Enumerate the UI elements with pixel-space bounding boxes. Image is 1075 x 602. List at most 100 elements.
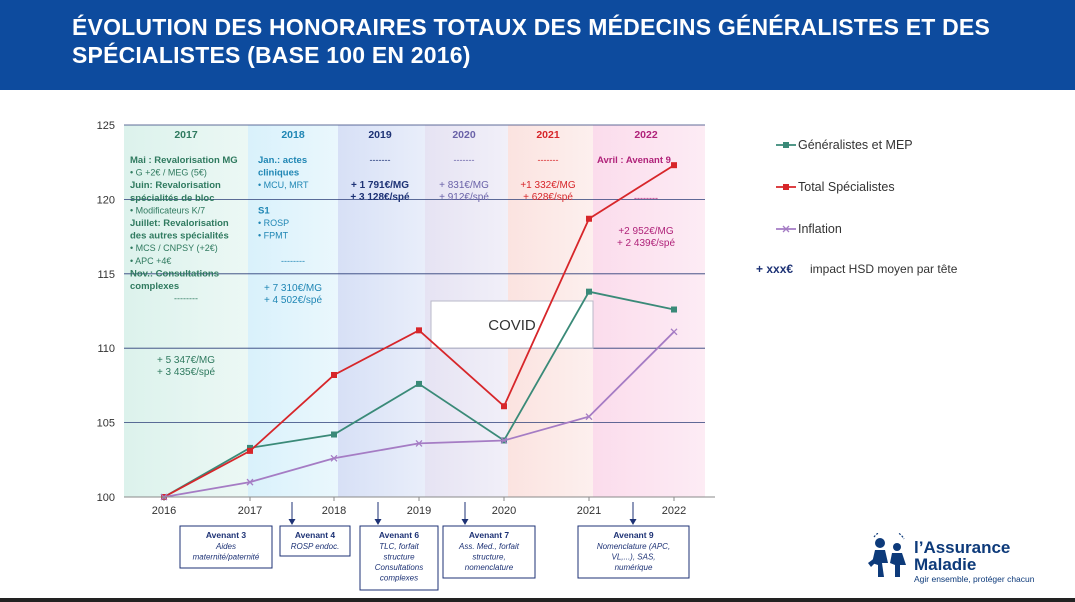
- data-point: [331, 431, 337, 438]
- phase-line: Avril : Avenant 9: [597, 155, 671, 166]
- legend-swatch-marker: [783, 184, 789, 190]
- logo-tagline: Agir ensemble, protéger chacun: [914, 574, 1035, 584]
- phase-line: spécialités de bloc: [130, 193, 214, 204]
- x-tick-label: 2019: [407, 505, 431, 517]
- avenant-line: ROSP endoc.: [291, 542, 340, 551]
- phase-2021: 2021 ------- +1 332€/MG+ 628€/spé: [520, 129, 576, 203]
- phase-line: • MCU, MRT: [258, 180, 309, 190]
- avenant-2-box: Avenant 4 ROSP endoc.: [279, 502, 351, 557]
- avenant-line: Ass. Med., forfait: [458, 542, 520, 551]
- phase-line: Juillet: Revalorisation: [130, 218, 229, 229]
- logo-name: l’Assurance Maladie: [914, 539, 1010, 573]
- data-point: [415, 439, 423, 447]
- phase-impact: + 831€/MG: [439, 180, 489, 191]
- avenant-title: Avenant 6: [379, 530, 420, 540]
- phase-line: -------: [454, 155, 475, 165]
- y-tick-label: 120: [97, 194, 115, 206]
- covid-box: COVID: [430, 300, 594, 349]
- legend: Généralistes et MEP Total Spécialistes Inf…: [756, 138, 958, 276]
- header-banner: ÉVOLUTION DES HONORAIRES TOTAUX DES MÉDE…: [0, 0, 1075, 90]
- phase-impact: + 3 435€/spé: [157, 367, 216, 378]
- data-point: [670, 328, 678, 336]
- phase-2017: 2017 Mai : Revalorisation MG • G +2€ / MEG…: [130, 129, 238, 378]
- data-point: [586, 215, 592, 222]
- phase-line: complexes: [130, 281, 179, 292]
- phase-year-title: 2019: [368, 129, 392, 141]
- avenant-title: Avenant 4: [295, 530, 336, 540]
- phase-line: • FPMT: [258, 231, 289, 241]
- data-point: [416, 380, 422, 387]
- phase-impact: + 7 310€/MG: [264, 283, 322, 294]
- y-tick-label: 100: [97, 492, 115, 504]
- data-point: [246, 478, 254, 486]
- y-tick-label: 115: [97, 269, 115, 281]
- phase-band-2019: [338, 125, 425, 497]
- x-tick-label: 2016: [152, 505, 176, 517]
- legend-note: + xxx€ impact HSD moyen par tête: [756, 262, 958, 276]
- phase-line: --------: [174, 294, 198, 304]
- data-point: [585, 413, 593, 421]
- legend-swatch-marker: [783, 142, 789, 148]
- page-title: ÉVOLUTION DES HONORAIRES TOTAUX DES MÉDE…: [72, 14, 990, 68]
- avenant-line: Nomenclature (APC,: [597, 542, 670, 551]
- y-tick-label: 110: [97, 343, 115, 355]
- legend-item-0: Généralistes et MEP: [776, 138, 913, 152]
- phase-line: cliniques: [258, 168, 299, 179]
- arrow-head: [374, 519, 382, 525]
- phase-line: S1: [258, 205, 270, 216]
- phase-impact: + 1 791€/MG: [351, 180, 409, 191]
- avenant-line: Aides: [215, 542, 236, 551]
- avenant-line: maternité/paternité: [193, 553, 260, 562]
- x-tick-label: 2022: [662, 505, 686, 517]
- phase-impact: + 912€/spé: [439, 192, 489, 203]
- legend-item-2: Inflation: [776, 222, 842, 236]
- logo-name-line2: Maladie: [914, 555, 977, 574]
- phase-line: -------: [370, 155, 391, 165]
- avenant-annotations: Avenant 3Aidesmaternité/paternitéAvenant…: [179, 502, 690, 591]
- avenant-box-rect: [577, 525, 690, 579]
- legend-label: Généralistes et MEP: [798, 138, 913, 152]
- grid-lines: [124, 124, 705, 424]
- phase-line: --------: [281, 256, 305, 266]
- series-2: [160, 328, 678, 501]
- avenant-line: structure,: [472, 553, 505, 562]
- avenant-box-rect: [279, 525, 351, 557]
- data-point: [671, 162, 677, 169]
- data-point: [500, 436, 508, 444]
- phase-line: --------: [634, 193, 658, 203]
- phase-band-2018: [248, 125, 338, 497]
- phase-line: • MCS / CNPSY (+2€): [130, 243, 218, 253]
- legend-note-key: + xxx€: [756, 262, 793, 276]
- data-point: [416, 327, 422, 334]
- arrow-head: [629, 519, 637, 525]
- legend-swatch-marker: [782, 225, 790, 233]
- series-lines: [160, 162, 678, 501]
- y-tick-label: 105: [97, 418, 115, 430]
- phase-line: • Modificateurs K/7: [130, 205, 205, 215]
- avenant-box-rect: [359, 525, 439, 591]
- avenant-title: Avenant 9: [613, 530, 654, 540]
- phase-line: Nov.: Consultations: [130, 268, 219, 279]
- phase-2019: 2019 ------- + 1 791€/MG+ 3 128€/spé: [350, 129, 410, 203]
- x-tick-label: 2021: [577, 505, 601, 517]
- phase-year-title: 2021: [536, 129, 560, 141]
- avenant-line: structure: [383, 553, 415, 562]
- legend-label: Inflation: [798, 222, 842, 236]
- data-point: [247, 447, 253, 454]
- phase-year-title: 2018: [281, 129, 305, 141]
- series-1: [161, 162, 677, 500]
- assurance-maladie-logo: l’Assurance Maladie Agir ensemble, proté…: [866, 531, 1066, 591]
- avenant-line: nomenclature: [465, 563, 514, 572]
- data-point: [331, 371, 337, 378]
- phase-line: Mai : Revalorisation MG: [130, 155, 238, 166]
- avenant-box-rect: [442, 525, 536, 579]
- phase-impact: + 5 347€/MG: [157, 355, 215, 366]
- phase-line: • G +2€ / MEG (5€): [130, 168, 207, 178]
- x-tick-label: 2020: [492, 505, 516, 517]
- data-point: [501, 403, 507, 410]
- avenant-1-box: Avenant 3 Aides maternité/paternité: [179, 525, 273, 569]
- avenant-title: Avenant 3: [206, 530, 247, 540]
- phase-2020: 2020 ------- + 831€/MG+ 912€/spé: [439, 129, 489, 203]
